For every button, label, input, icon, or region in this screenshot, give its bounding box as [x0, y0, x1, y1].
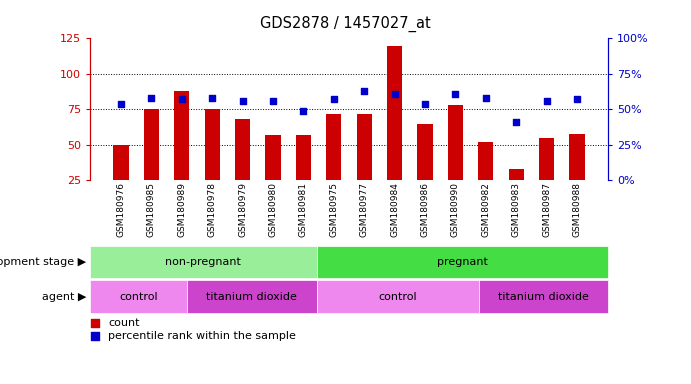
Point — [359, 88, 370, 94]
Bar — [478, 280, 608, 313]
Bar — [417, 124, 433, 216]
Point — [267, 98, 278, 104]
Bar — [187, 280, 316, 313]
Bar — [357, 114, 372, 216]
Text: pregnant: pregnant — [437, 257, 488, 267]
Point — [480, 95, 491, 101]
Bar — [569, 134, 585, 216]
Point — [146, 95, 157, 101]
Text: control: control — [119, 291, 158, 302]
Bar — [296, 135, 311, 216]
Text: control: control — [378, 291, 417, 302]
Text: titanium dioxide: titanium dioxide — [207, 291, 297, 302]
Bar — [144, 109, 159, 216]
Bar — [265, 135, 281, 216]
Bar — [509, 169, 524, 216]
Point — [115, 101, 126, 107]
Bar — [539, 138, 554, 216]
Text: count: count — [108, 318, 140, 328]
Text: GDS2878 / 1457027_at: GDS2878 / 1457027_at — [260, 15, 431, 31]
Bar — [90, 280, 187, 313]
Text: agent ▶: agent ▶ — [42, 291, 86, 302]
Bar — [113, 145, 129, 216]
Text: titanium dioxide: titanium dioxide — [498, 291, 589, 302]
Point — [571, 96, 583, 103]
Bar — [174, 91, 189, 216]
Point — [237, 98, 248, 104]
Bar — [316, 246, 608, 278]
Point — [207, 95, 218, 101]
Bar — [478, 142, 493, 216]
Point — [390, 253, 401, 259]
Text: percentile rank within the sample: percentile rank within the sample — [108, 331, 296, 341]
Point — [389, 91, 400, 97]
Point — [419, 101, 430, 107]
Text: non-pregnant: non-pregnant — [165, 257, 241, 267]
Text: development stage ▶: development stage ▶ — [0, 257, 86, 267]
Point — [298, 108, 309, 114]
Bar — [316, 280, 478, 313]
Bar — [448, 105, 463, 216]
Bar — [205, 109, 220, 216]
Bar — [326, 114, 341, 216]
Bar — [90, 246, 316, 278]
Point — [511, 119, 522, 125]
Bar — [235, 119, 250, 216]
Point — [450, 91, 461, 97]
Point — [328, 96, 339, 103]
Point — [541, 98, 552, 104]
Point — [176, 96, 187, 103]
Bar — [387, 46, 402, 216]
Point — [390, 138, 401, 144]
